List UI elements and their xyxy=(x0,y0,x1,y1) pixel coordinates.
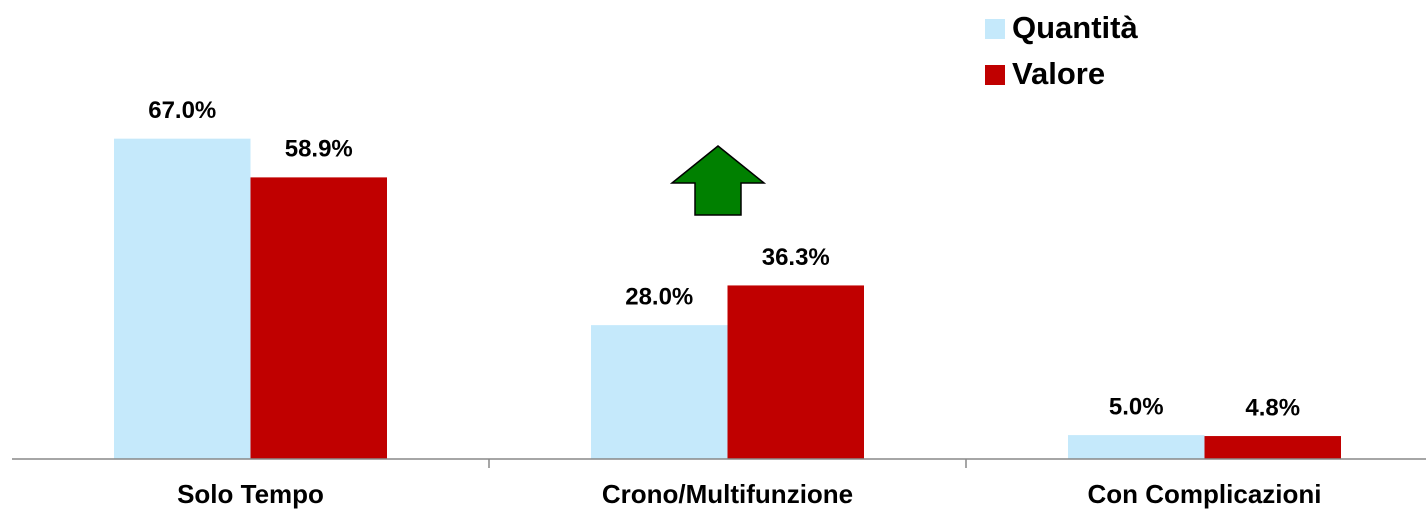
data-label: 67.0% xyxy=(148,97,216,124)
bar xyxy=(1204,436,1341,459)
bar xyxy=(114,138,251,459)
x-tick-label: Solo Tempo xyxy=(177,479,324,509)
x-tick-label: Con Complicazioni xyxy=(1088,479,1322,509)
x-tick-label: Crono/Multifunzione xyxy=(602,479,853,509)
bar xyxy=(250,177,387,459)
bar xyxy=(591,325,728,459)
data-label: 58.9% xyxy=(285,136,353,163)
legend-swatch xyxy=(985,19,1005,39)
bar xyxy=(1068,435,1205,459)
data-label: 5.0% xyxy=(1109,393,1164,420)
data-label: 4.8% xyxy=(1245,394,1300,421)
legend-label: Valore xyxy=(1012,56,1105,91)
data-label: 28.0% xyxy=(625,283,693,310)
data-label: 36.3% xyxy=(762,244,830,271)
up-arrow xyxy=(669,145,767,216)
bar xyxy=(727,285,864,459)
legend-label: Quantità xyxy=(1012,10,1138,45)
legend-swatch xyxy=(985,65,1005,85)
